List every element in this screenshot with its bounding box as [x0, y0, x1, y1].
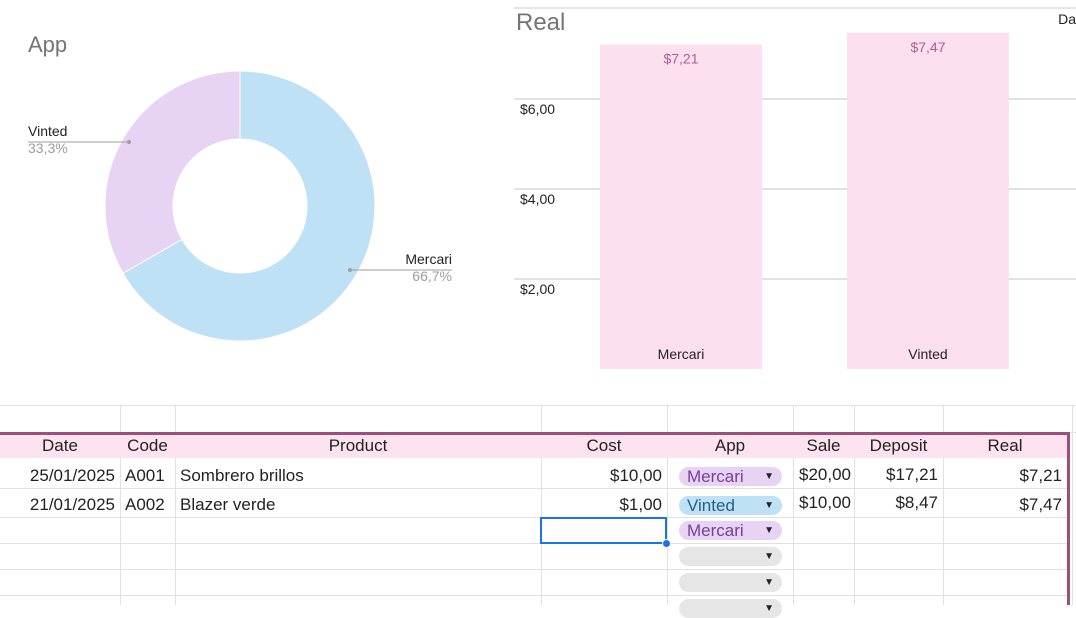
pie-label-vinted: Vinted 33,3% — [28, 123, 68, 157]
dropdown-caret-icon: ▼ — [764, 603, 774, 614]
grid-line — [667, 405, 668, 605]
grid-line — [0, 405, 1076, 406]
grid-line — [1072, 405, 1073, 605]
pie-slice-mercari[interactable] — [122, 70, 376, 342]
header-code[interactable]: Code — [127, 436, 168, 455]
table-header-row — [0, 432, 1068, 458]
bar-chart-title: Real — [516, 9, 566, 36]
bar-mercari[interactable] — [600, 44, 762, 370]
empty-dropdown-chip[interactable]: ▼ — [679, 573, 782, 592]
grid-line — [541, 405, 542, 605]
header-date[interactable]: Date — [42, 436, 78, 455]
next-chart-title-fragment: Da — [1058, 11, 1076, 27]
app-dropdown-chip[interactable]: Mercari ▼ — [679, 521, 782, 540]
grid-line — [120, 405, 121, 605]
app-dropdown-chip[interactable]: Mercari ▼ — [679, 467, 782, 486]
pie-chart-canvas — [28, 70, 452, 342]
cell-product[interactable]: Sombrero brillos — [180, 466, 304, 485]
header-cost[interactable]: Cost — [586, 436, 622, 455]
y-tick-label: $6,00 — [520, 101, 555, 117]
dropdown-caret-icon: ▼ — [764, 500, 774, 511]
x-category-label: Vinted — [908, 346, 947, 362]
grid-line — [175, 405, 176, 605]
pie-slice-vinted[interactable] — [104, 70, 241, 274]
grid-line — [0, 595, 1068, 596]
chip-label: Vinted — [687, 496, 735, 515]
x-category-label: Mercari — [658, 346, 705, 362]
header-real[interactable]: Real — [987, 436, 1023, 455]
grid-line — [854, 405, 855, 605]
dropdown-caret-icon: ▼ — [764, 577, 774, 588]
cell-cost[interactable]: $10,00 — [610, 466, 662, 485]
cell-product[interactable]: Blazer verde — [180, 495, 276, 514]
empty-dropdown-chip[interactable]: ▼ — [679, 599, 782, 618]
pie-leader-dot — [127, 140, 131, 144]
pie-label-mercari: Mercari 66,7% — [405, 251, 452, 285]
header-sale[interactable]: Sale — [806, 436, 841, 455]
pie-label-vinted-pct: 33,3% — [28, 140, 68, 156]
spreadsheet-grid[interactable]: Date Code Product Cost App Sale Deposit … — [0, 405, 1076, 618]
cell-code[interactable]: A001 — [125, 466, 165, 485]
pie-label-vinted-name: Vinted — [28, 123, 68, 139]
cell-real[interactable]: $7,47 — [1019, 495, 1062, 514]
grid-line — [0, 517, 1068, 518]
chip-label: Mercari — [687, 467, 744, 486]
bar-value-label: $7,21 — [663, 51, 698, 67]
y-tick-label: $4,00 — [520, 191, 555, 207]
cell-deposit[interactable]: $8,47 — [895, 493, 938, 512]
dropdown-caret-icon: ▼ — [764, 525, 774, 536]
cell-sale[interactable]: $10,00 — [799, 493, 851, 512]
header-deposit[interactable]: Deposit — [869, 436, 928, 455]
grid-line — [0, 569, 1068, 570]
pie-leader-dot — [348, 268, 352, 272]
bar-value-label: $7,47 — [910, 39, 945, 55]
header-app[interactable]: App — [714, 436, 746, 455]
dropdown-caret-icon: ▼ — [764, 471, 774, 482]
pie-chart-title: App — [28, 32, 68, 57]
app-pie-chart[interactable]: App Vinted 33,3% Mercari 66,7% — [0, 0, 510, 400]
cell-cost[interactable]: $1,00 — [619, 495, 662, 514]
bar-vinted[interactable] — [847, 32, 1009, 369]
fill-handle[interactable] — [662, 539, 671, 548]
table-right-border — [1067, 432, 1070, 605]
cell-date[interactable]: 25/01/2025 — [29, 466, 115, 485]
grid-line — [793, 405, 794, 605]
grid-line — [0, 488, 1068, 489]
cell-sale[interactable]: $20,00 — [799, 465, 851, 484]
pie-label-mercari-pct: 66,7% — [412, 268, 452, 284]
grid-line — [943, 405, 944, 605]
empty-dropdown-chip[interactable]: ▼ — [679, 547, 782, 566]
bar-chart-canvas: $2,00 $4,00 $6,00 $7,21 Mercari $7,47 Vinted — [514, 7, 1076, 370]
cell-date[interactable]: 21/01/2025 — [29, 495, 115, 514]
header-product[interactable]: Product — [328, 436, 388, 455]
real-bar-chart[interactable]: $2,00 $4,00 $6,00 $7,21 Mercari $7,47 Vinted R… — [510, 0, 1076, 400]
y-tick-label: $2,00 — [520, 281, 555, 297]
chip-label: Mercari — [687, 521, 744, 540]
cell-deposit[interactable]: $17,21 — [886, 465, 938, 484]
selected-cell[interactable] — [540, 517, 667, 544]
grid-line — [0, 543, 1068, 544]
app-dropdown-chip[interactable]: Vinted ▼ — [679, 496, 782, 515]
pie-label-mercari-name: Mercari — [405, 251, 452, 267]
cell-code[interactable]: A002 — [125, 495, 165, 514]
dropdown-caret-icon: ▼ — [764, 551, 774, 562]
cell-real[interactable]: $7,21 — [1019, 466, 1062, 485]
